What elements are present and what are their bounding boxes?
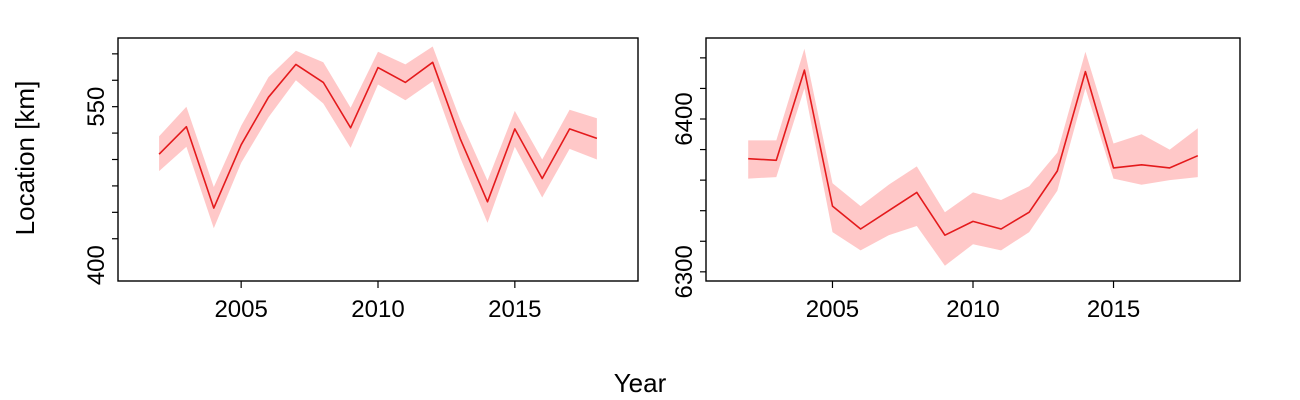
confidence-band — [748, 48, 1198, 266]
right-chart-panel: 2005 2010 2015 6300 6400 — [671, 37, 1241, 323]
x-tick-label: 2010 — [946, 296, 999, 323]
series-line — [748, 69, 1199, 236]
series-line — [158, 61, 598, 209]
y-tick-label: 550 — [83, 87, 110, 127]
y-axis-title: Location [km] — [10, 81, 40, 236]
x-tick-label: 2010 — [351, 296, 404, 323]
x-tick-label: 2005 — [806, 296, 859, 323]
x-tick-label: 2015 — [1087, 296, 1140, 323]
confidence-band — [159, 46, 597, 229]
x-tick-label: 2005 — [214, 296, 267, 323]
y-tick-label: 6300 — [671, 245, 698, 298]
x-axis-title: Year — [614, 368, 667, 398]
left-chart-panel: 2005 2010 2015 400 550 — [83, 37, 639, 323]
y-tick-label: 6400 — [671, 92, 698, 145]
x-tick-label: 2015 — [488, 296, 541, 323]
y-tick-label: 400 — [83, 245, 110, 285]
